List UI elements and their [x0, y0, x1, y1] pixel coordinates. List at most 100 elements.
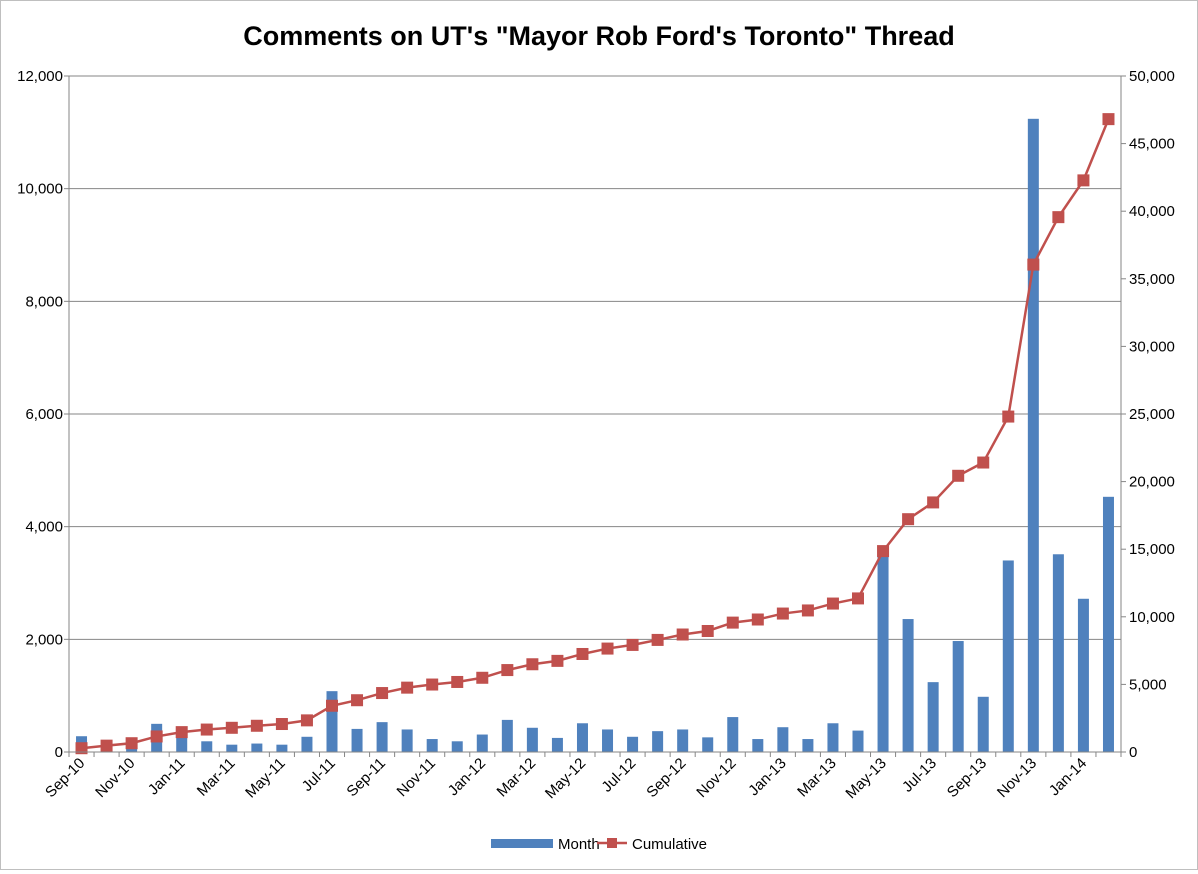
- marker-cumulative: [100, 739, 113, 752]
- marker-cumulative: [501, 664, 514, 677]
- y-right-tick-label: 20,000: [1129, 474, 1175, 491]
- y-right-tick-label: 25,000: [1129, 406, 1175, 423]
- x-tick-label: Sep-11: [343, 755, 388, 800]
- marker-cumulative: [651, 633, 664, 646]
- bar-month: [977, 696, 989, 752]
- marker-cumulative: [826, 597, 839, 610]
- legend-swatch-month: [491, 839, 553, 848]
- bar-month: [401, 729, 413, 752]
- marker-cumulative: [401, 681, 414, 694]
- legend-label-month: Month: [558, 836, 600, 853]
- bar-month: [501, 719, 513, 752]
- bar-month: [276, 744, 288, 752]
- x-tick-label: Jul-13: [899, 755, 940, 796]
- bar-month: [727, 717, 739, 752]
- marker-cumulative: [250, 719, 263, 732]
- chart-title: Comments on UT's "Mayor Rob Ford's Toron…: [243, 21, 954, 51]
- x-tick-label: May-12: [542, 755, 589, 802]
- marker-cumulative: [1077, 174, 1090, 187]
- bar-month: [652, 731, 664, 752]
- bar-month: [1077, 598, 1089, 752]
- x-tick-label: Sep-10: [42, 755, 88, 801]
- x-tick-label: Jul-11: [299, 755, 339, 795]
- y-right-tick-label: 35,000: [1129, 271, 1175, 288]
- marker-cumulative: [977, 456, 990, 469]
- x-tick-label: Jul-12: [598, 755, 639, 796]
- bar-month: [1002, 560, 1014, 752]
- marker-cumulative: [175, 726, 188, 739]
- marker-cumulative: [150, 730, 163, 743]
- marker-cumulative: [626, 638, 639, 651]
- marker-cumulative: [275, 718, 288, 731]
- x-tick-label: Nov-13: [994, 755, 1040, 801]
- marker-cumulative: [1102, 113, 1115, 126]
- bar-month: [752, 739, 764, 752]
- marker-cumulative: [776, 607, 789, 620]
- legend: Month Cumulative: [491, 836, 707, 853]
- bar-month: [627, 736, 639, 752]
- legend-label-cumulative: Cumulative: [632, 836, 707, 853]
- y-left-tick-label: 2,000: [25, 631, 63, 648]
- marker-cumulative: [125, 737, 138, 750]
- y-right-tick-label: 30,000: [1129, 338, 1175, 355]
- y-left-tick-label: 8,000: [25, 293, 63, 310]
- marker-cumulative: [726, 616, 739, 629]
- bar-month: [526, 727, 538, 752]
- bar-month: [426, 739, 438, 752]
- marker-cumulative: [451, 675, 464, 688]
- marker-cumulative: [551, 654, 564, 667]
- marker-cumulative: [351, 694, 364, 707]
- marker-cumulative: [326, 699, 338, 712]
- bar-month: [176, 733, 188, 752]
- bar-month: [251, 743, 263, 752]
- bar-month: [226, 744, 238, 752]
- bar-month: [927, 682, 939, 752]
- x-tick-label: Jan-13: [745, 755, 789, 799]
- bar-month: [877, 554, 889, 752]
- x-tick-label: Mar-13: [794, 755, 840, 801]
- y-left-tick-label: 4,000: [25, 519, 63, 536]
- bar-month: [301, 736, 313, 752]
- bar-month: [852, 730, 864, 752]
- marker-cumulative: [701, 624, 714, 637]
- x-tick-label: Sep-12: [643, 755, 689, 801]
- y-left-tick-label: 0: [55, 744, 63, 761]
- marker-cumulative: [1052, 211, 1065, 224]
- marker-cumulative: [1027, 258, 1040, 271]
- x-tick-label: Mar-11: [194, 755, 239, 800]
- bar-month: [802, 739, 814, 752]
- bar-month: [1102, 496, 1114, 752]
- marker-cumulative: [676, 628, 689, 641]
- bar-month: [351, 728, 363, 752]
- marker-cumulative: [200, 723, 213, 736]
- y-left-tick-label: 10,000: [17, 181, 63, 198]
- marker-cumulative: [952, 469, 965, 482]
- marker-cumulative: [601, 642, 614, 655]
- x-tick-label: Nov-12: [693, 755, 739, 801]
- marker-cumulative: [751, 613, 764, 626]
- bar-month: [551, 737, 563, 752]
- y-right-tick-label: 40,000: [1129, 203, 1175, 220]
- y-right-tick-label: 50,000: [1129, 68, 1175, 85]
- y-left-tick-label: 12,000: [17, 68, 63, 85]
- legend-swatch-cumulative-marker: [607, 838, 617, 848]
- y-left-tick-label: 6,000: [25, 406, 63, 423]
- x-tick-label: Nov-11: [394, 755, 439, 800]
- y-right-tick-label: 15,000: [1129, 541, 1175, 558]
- marker-cumulative: [576, 647, 589, 660]
- bar-month: [201, 741, 213, 752]
- marker-cumulative: [476, 671, 489, 684]
- marker-cumulative: [877, 545, 890, 558]
- marker-cumulative: [75, 742, 88, 755]
- marker-cumulative: [801, 604, 814, 617]
- bar-month: [326, 691, 338, 752]
- bar-month: [602, 729, 614, 752]
- y-right-tick-label: 0: [1129, 744, 1137, 761]
- marker-cumulative: [927, 496, 940, 509]
- x-tick-label: Jan-12: [445, 755, 489, 799]
- y-right-tick-label: 10,000: [1129, 609, 1175, 626]
- marker-cumulative: [426, 678, 439, 691]
- x-tick-label: May-11: [242, 755, 289, 802]
- x-tick-label: Mar-12: [494, 755, 540, 801]
- bar-month: [376, 722, 388, 752]
